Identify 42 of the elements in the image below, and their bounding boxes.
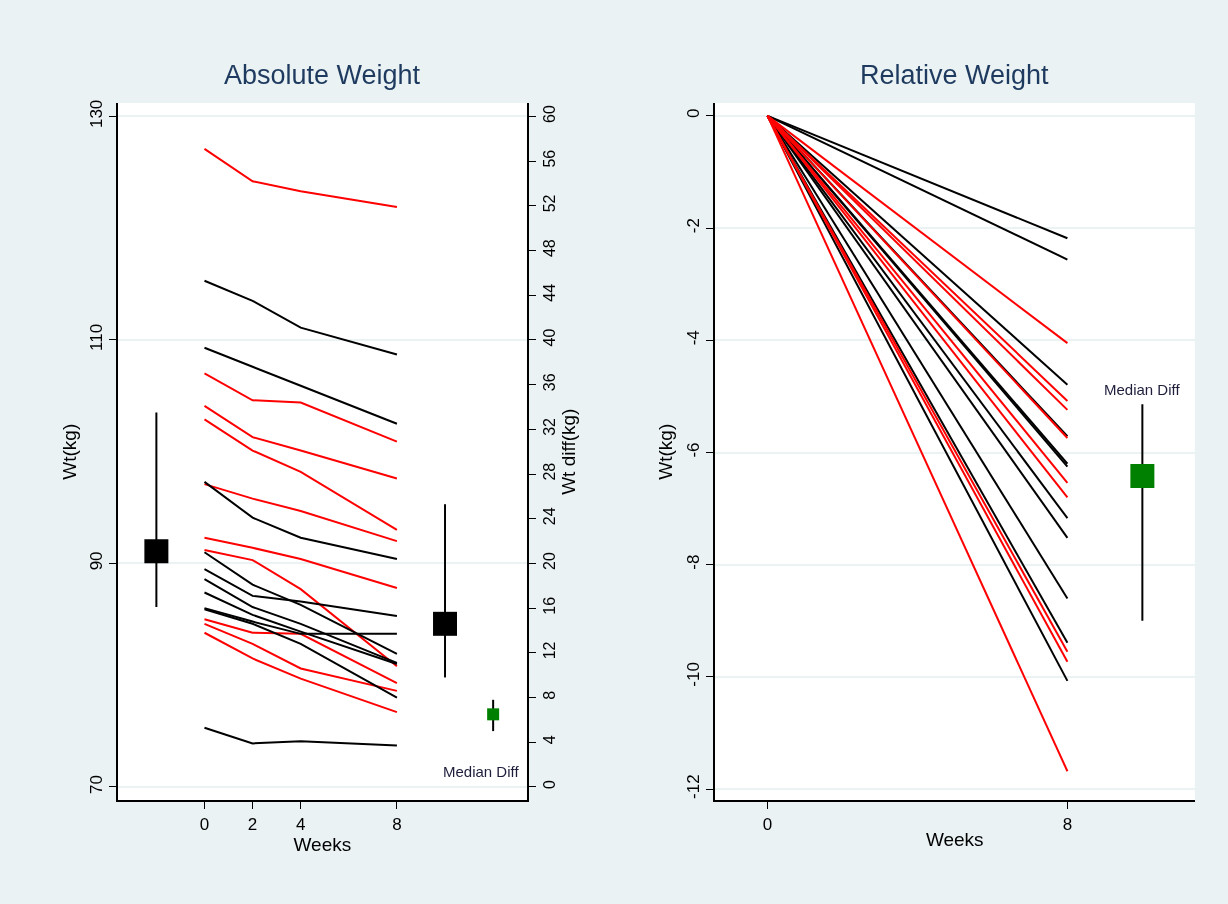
y-axis-title: Wt(kg): [655, 423, 677, 480]
y2-tick-label: 8: [540, 690, 558, 700]
y-tick-label: -6: [684, 442, 704, 458]
annotation: Median Diff: [443, 763, 520, 780]
y-tick-label: 70: [87, 774, 107, 794]
x-axis-title: Weeks: [293, 833, 352, 855]
y2-tick-label: 36: [540, 373, 558, 392]
y-tick-label: 90: [87, 551, 107, 571]
x-tick-label: 4: [295, 814, 306, 834]
x-tick-label: 0: [762, 814, 773, 834]
y2-tick-label: 20: [540, 552, 558, 570]
y2-tick-label: 48: [540, 239, 558, 258]
y-tick-label: -2: [684, 218, 704, 234]
y-tick-label: 130: [87, 99, 107, 129]
x-tick-label: 0: [199, 814, 210, 834]
y2-tick-label: 24: [540, 507, 558, 526]
y2-axis-title: Wt diff(kg): [557, 408, 579, 495]
y-tick-label: 110: [87, 323, 107, 351]
y2-tick-label: 4: [540, 735, 558, 745]
y2-tick-label: 44: [540, 283, 558, 302]
y2-tick-label: 28: [540, 462, 558, 481]
y2-tick-label: 12: [540, 641, 558, 660]
y-tick-label: -8: [684, 554, 704, 570]
y-tick-label: 0: [684, 108, 704, 119]
y-axis-title: Wt(kg): [58, 423, 80, 480]
y-tick-label: -10: [684, 662, 704, 687]
x-tick-label: 8: [1062, 814, 1073, 834]
x-axis-title: Weeks: [925, 828, 984, 850]
y2-tick-label: 40: [540, 328, 558, 347]
y2-tick-label: 60: [540, 105, 558, 123]
y-tick-label: -12: [684, 774, 704, 799]
y2-tick-label: 32: [540, 417, 558, 436]
y-tick-label: -4: [684, 330, 704, 346]
x-tick-label: 8: [392, 814, 402, 834]
chart-title: Relative Weight: [860, 60, 1050, 90]
x-tick-label: 2: [247, 814, 258, 834]
y2-tick-label: 0: [540, 780, 558, 790]
y2-tick-label: 16: [540, 596, 558, 615]
chart-title: Absolute Weight: [224, 60, 421, 90]
annotation: Median Diff: [1104, 381, 1181, 398]
y2-tick-label: 56: [540, 149, 558, 168]
y2-tick-label: 52: [540, 194, 558, 213]
